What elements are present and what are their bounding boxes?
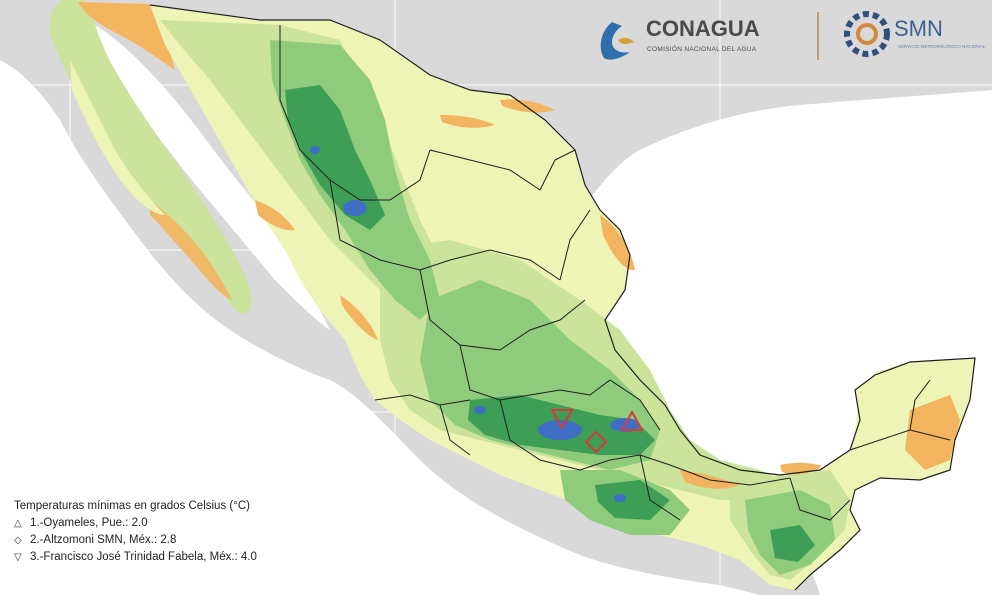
gulf-of-california [94,25,330,330]
pacific-ocean [0,60,760,595]
station-1-marker [620,409,644,431]
conagua-title: CONAGUA [646,16,760,41]
station-3-marker [550,409,574,431]
smn-emblem-icon [844,11,890,57]
state-borders [279,25,951,521]
legend-item-1-text: 1.-Oyameles, Pue.: 2.0 [30,517,148,529]
yucatan-orange [905,395,960,470]
legend-item-3: ▽ 3.-Francisco José Trinidad Fabela, Méx… [14,549,257,566]
smn-title: SMN [894,16,943,41]
station-2-marker [584,430,608,454]
legend: Temperaturas mínimas en grados Celsius (… [14,498,257,566]
conagua-logo: CONAGUA COMISIÓN NACIONAL DEL AGUA [600,16,760,60]
conagua-subtitle: COMISIÓN NACIONAL DEL AGUA [647,44,757,53]
chihuahua-darkgreen [285,85,385,230]
conagua-emblem-icon [600,22,630,60]
diamond-icon: ◇ [14,535,22,546]
chiapas-darkgreen [770,525,815,562]
smn-subtitle: SERVICIO METEOROLÓGICO NACIONAL [898,43,986,49]
baja-california [49,0,252,314]
country-outline [149,4,976,591]
station-markers [550,409,644,454]
triangle-up-icon: △ [14,518,22,529]
baja-orange-band [150,200,232,300]
oaxaca-darkgreen [595,480,670,520]
legend-item-1: △ 1.-Oyameles, Pue.: 2.0 [14,515,257,532]
legend-item-2: ◇ 2.-Altzomoni SMN, Méx.: 2.8 [14,532,257,549]
triangle-down-icon: ▽ [14,552,22,563]
baja-top-orange [78,2,175,70]
smn-logo: SMN SERVICIO METEOROLÓGICO NACIONAL [844,11,986,57]
legend-item-2-text: 2.-Altzomoni SMN, Méx.: 2.8 [30,534,177,546]
legend-title: Temperaturas mínimas en grados Celsius (… [14,500,250,512]
legend-item-3-text: 3.-Francisco José Trinidad Fabela, Méx.:… [30,551,257,563]
